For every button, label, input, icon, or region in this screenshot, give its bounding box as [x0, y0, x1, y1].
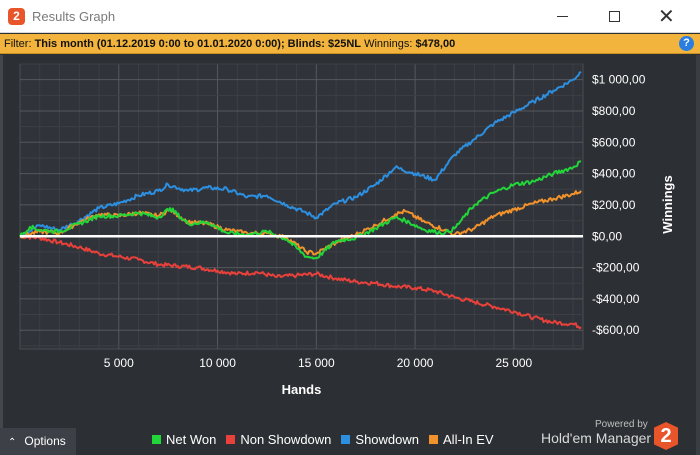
filter-label: Filter:: [4, 38, 32, 50]
y-tick-label: -$600,00: [592, 323, 640, 337]
legend-item[interactable]: Net Won: [152, 432, 216, 447]
left-edge: [0, 55, 3, 455]
x-tick-label: 5 000: [104, 356, 134, 370]
y-tick-label: $1 000,00: [592, 73, 646, 87]
filter-value: This month (01.12.2019 0:00 to 01.01.202…: [34, 38, 362, 50]
y-tick-label: $600,00: [592, 135, 636, 149]
y-axis-title: Winnings: [660, 175, 675, 233]
legend-label: Non Showdown: [240, 432, 332, 447]
legend-label: All-In EV: [443, 432, 494, 447]
y-axis-ticks: $1 000,00 $800,00 $600,00 $400,00 $200,00 $0,…: [592, 73, 646, 338]
help-icon[interactable]: ?: [679, 36, 694, 51]
minimize-icon: [557, 16, 568, 17]
y-tick-label: $400,00: [592, 167, 636, 181]
legend-swatch: [152, 435, 161, 444]
plot-area: [19, 63, 584, 350]
y-tick-label: $200,00: [592, 198, 636, 212]
filter-bar[interactable]: Filter: This month (01.12.2019 0:00 to 0…: [0, 34, 700, 54]
winnings-value: $478,00: [415, 38, 456, 50]
y-tick-label: $800,00: [592, 104, 636, 118]
series-line-non-showdown: [19, 234, 582, 330]
minimize-button[interactable]: [540, 0, 586, 33]
options-button[interactable]: ⌃ Options: [0, 428, 76, 455]
close-icon: ✕: [658, 4, 675, 28]
legend-label: Net Won: [166, 432, 217, 447]
x-axis-ticks: 5 000 10 000 15 000 20 000 25 000: [104, 356, 533, 370]
x-axis-title: Hands: [282, 382, 322, 397]
series-layer: [19, 70, 582, 330]
maximize-button[interactable]: [592, 0, 638, 33]
powered-by-label: Powered by: [595, 419, 648, 430]
legend-label: Showdown: [355, 432, 420, 447]
legend-swatch: [226, 435, 236, 444]
options-label: Options: [24, 434, 66, 448]
chevron-up-icon: ⌃: [8, 437, 17, 448]
legend-item[interactable]: Showdown: [341, 432, 419, 447]
chart-legend: Net Won Non Showdown Showdown All-In EV: [152, 432, 494, 447]
winnings-label: Winnings:: [364, 38, 413, 50]
product-name: Hold'em Manager: [541, 430, 652, 446]
window-title: Results Graph: [32, 9, 116, 24]
y-tick-label: -$200,00: [592, 261, 640, 275]
x-tick-label: 20 000: [397, 356, 434, 370]
y-tick-label: -$400,00: [592, 292, 640, 306]
legend-swatch: [429, 435, 439, 444]
x-tick-label: 10 000: [199, 356, 236, 370]
close-button[interactable]: ✕: [644, 0, 690, 33]
series-line-net-won: [19, 160, 582, 260]
x-tick-label: 25 000: [496, 356, 533, 370]
title-bar: 2 Results Graph ✕: [0, 0, 700, 33]
legend-item[interactable]: All-In EV: [429, 432, 494, 447]
legend-item[interactable]: Non Showdown: [226, 432, 331, 447]
hem2-logo-icon: 2: [8, 8, 25, 25]
y-tick-label: $0,00: [592, 229, 622, 243]
legend-swatch: [341, 435, 351, 444]
series-line-showdown: [19, 70, 582, 238]
maximize-icon: [609, 11, 620, 22]
right-edge: [696, 55, 700, 455]
x-tick-label: 15 000: [298, 356, 335, 370]
hem2-brand-logo-icon: 2: [654, 422, 678, 450]
